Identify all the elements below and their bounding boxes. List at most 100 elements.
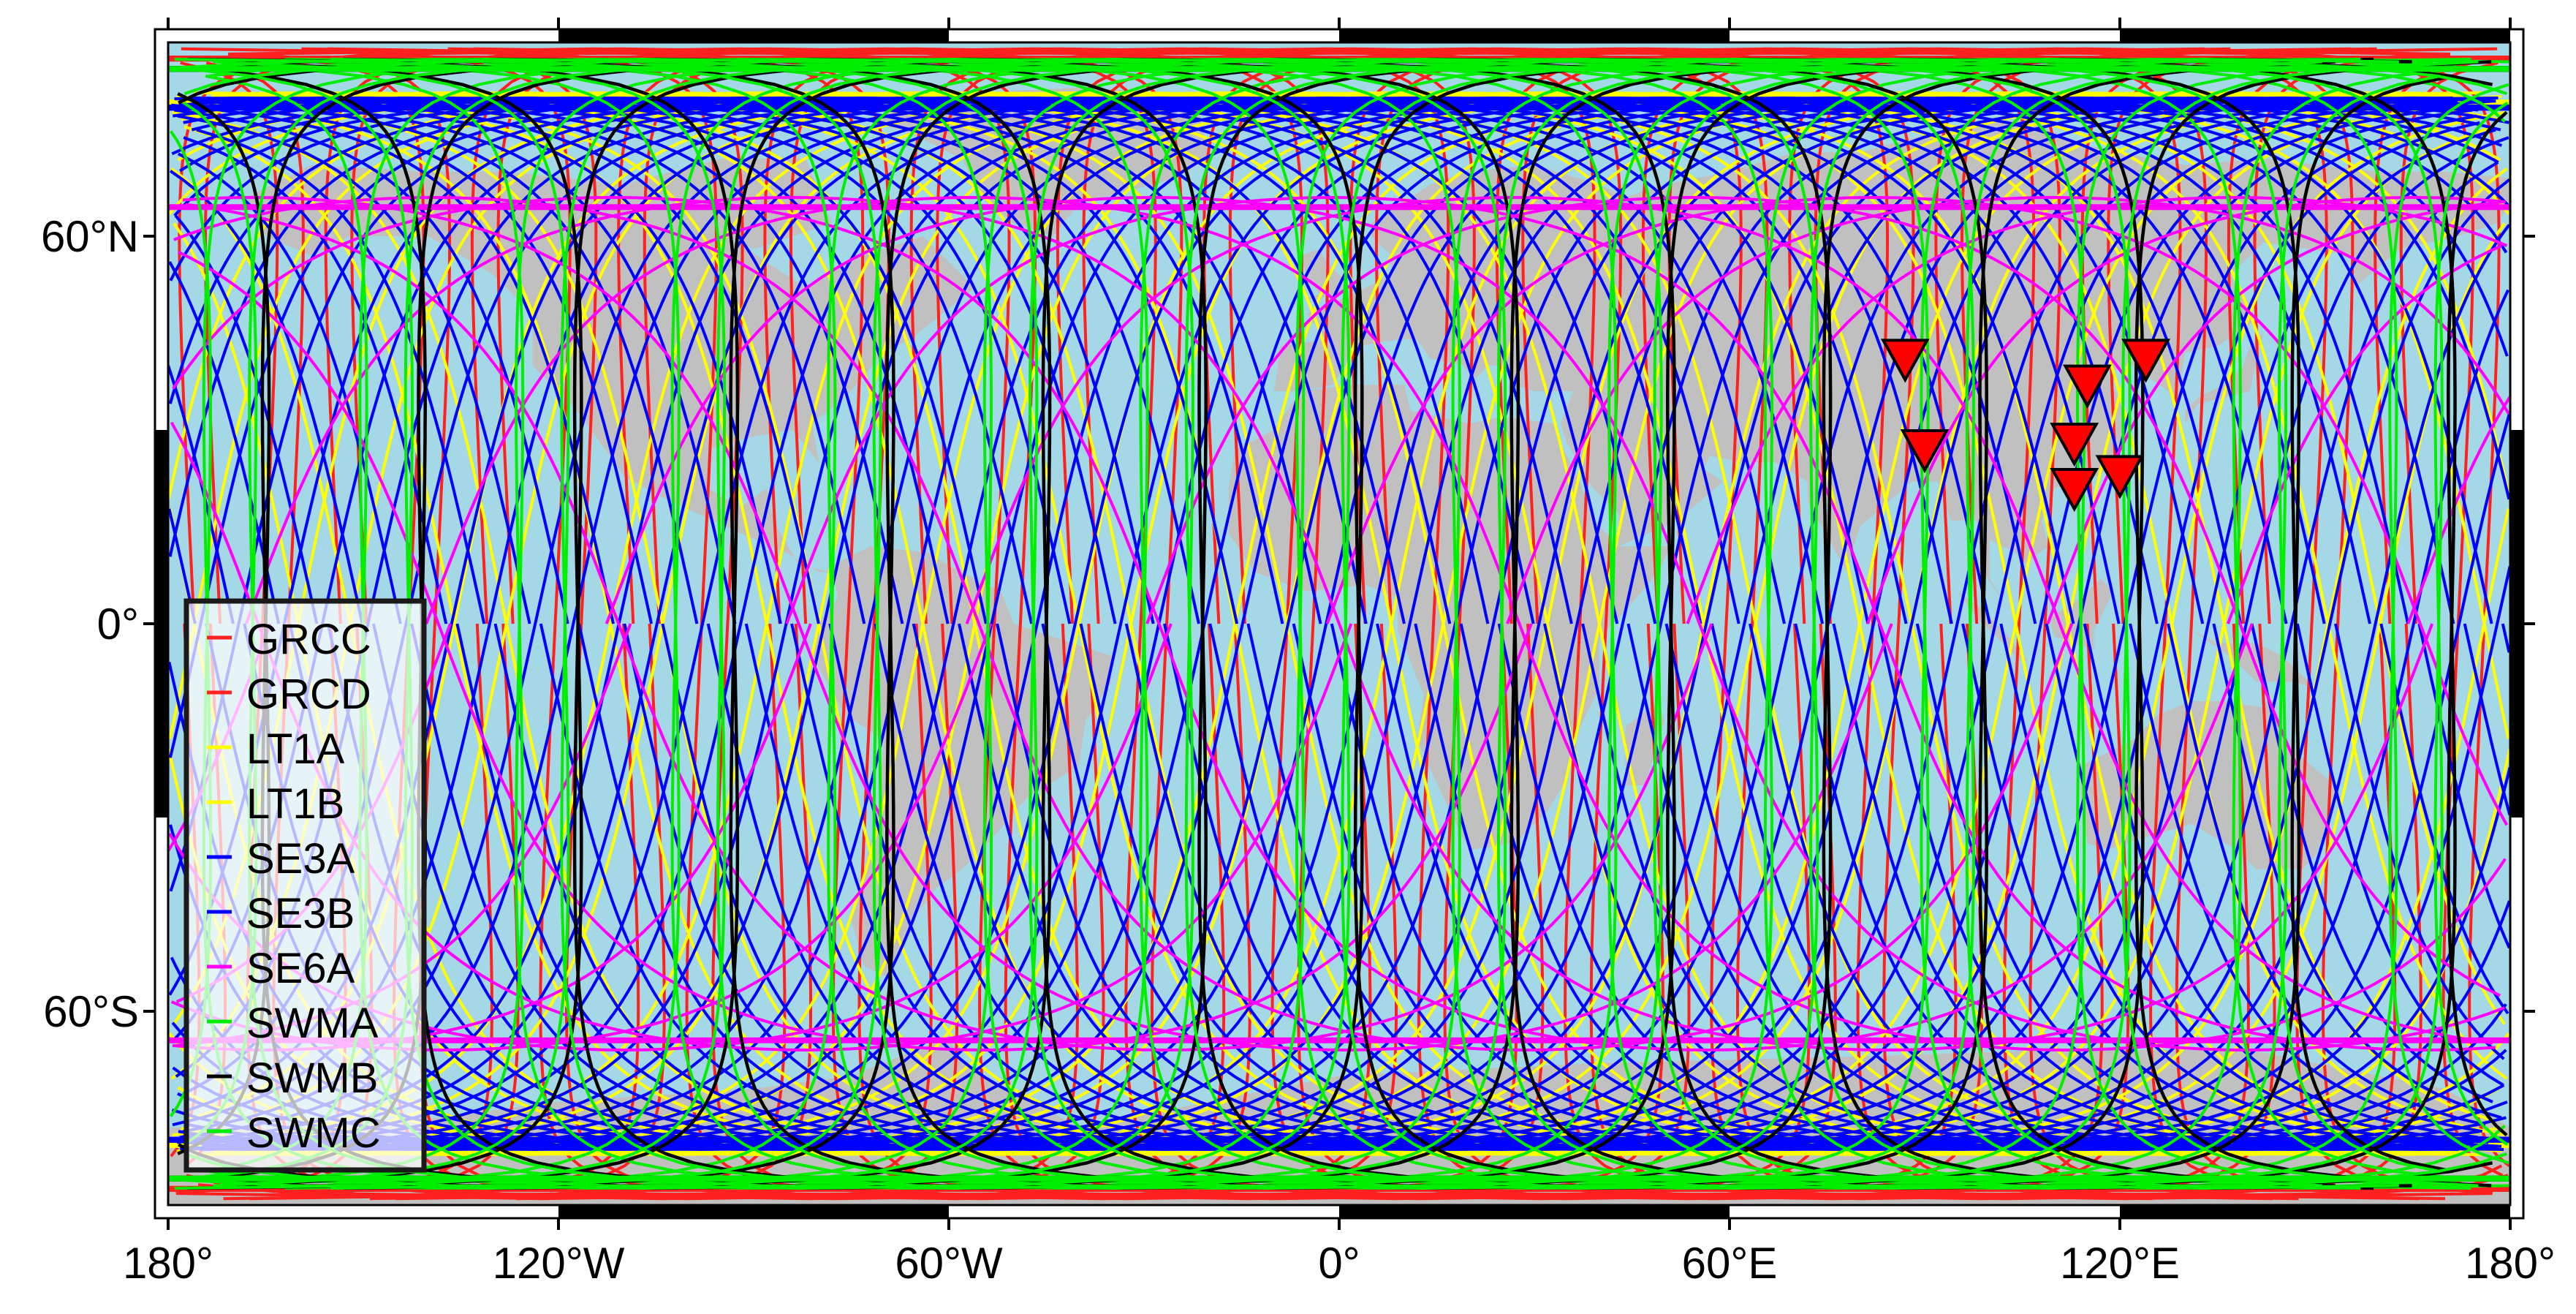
station-marker-4 [2050, 468, 2099, 513]
frame-segment-top [558, 29, 949, 42]
x-tick-label: 180° [123, 1239, 213, 1288]
track-pass [1598, 623, 2473, 1157]
track-pass [194, 97, 820, 624]
track-pass [202, 57, 2398, 1190]
track-pass [176, 96, 1870, 1144]
track-pass [323, 60, 1773, 1190]
x-tick-label: 120°E [2060, 1239, 2180, 1288]
track-pass [181, 57, 2145, 1190]
track-pass [1451, 57, 2506, 624]
track-pass [982, 57, 2433, 1187]
track-pass [183, 136, 448, 624]
legend-item-grcd: GRCD [207, 671, 371, 718]
track-pass [285, 58, 1930, 1190]
track-pass [1496, 57, 2508, 624]
track-pass [291, 67, 1618, 1190]
track-pass [572, 57, 2412, 1190]
legend-item-se6a: SE6A [207, 945, 355, 992]
station-marker-0 [1880, 339, 1930, 383]
track-pass [827, 57, 2471, 1190]
track-pass [183, 57, 2288, 1190]
track-pass [425, 195, 2507, 1052]
track-pass [323, 623, 681, 1187]
track-pass [520, 52, 1811, 1201]
track-pass [181, 47, 1837, 1201]
track-pass [213, 92, 768, 624]
track-pass [213, 60, 1663, 1190]
landmass-1 [864, 87, 1209, 236]
track-pass [173, 222, 300, 624]
track-pass [1325, 195, 2509, 826]
track-pass [452, 91, 2467, 1157]
track-pass [2388, 83, 2509, 624]
legend-item-se3a: SE3A [207, 835, 355, 883]
track-pass [1822, 57, 2374, 624]
track-pass [763, 47, 2420, 1201]
track-pass [470, 47, 2493, 1201]
track-pass [174, 623, 727, 1190]
track-pass [1626, 623, 2485, 1152]
track-pass [577, 97, 2453, 1152]
landmass-8 [1300, 249, 1346, 301]
landmass-0 [246, 159, 975, 573]
legend-item-se3b: SE3B [207, 890, 355, 937]
track-pass [211, 91, 2226, 1157]
track-pass [874, 114, 2477, 1152]
track-pass [706, 99, 2455, 1152]
track-pass [872, 57, 2322, 1187]
track-pass [177, 114, 531, 624]
track-pass [2501, 623, 2510, 653]
track-pass [729, 57, 2374, 1190]
track-pass [2066, 623, 2495, 1149]
track-pass [176, 623, 1105, 1201]
track-pass [2121, 60, 2479, 624]
track-pass [324, 47, 2503, 1201]
track-pass [183, 96, 1117, 624]
track-pass [172, 91, 1757, 1137]
track-pass [213, 623, 570, 1187]
track-pass [2290, 74, 2454, 624]
track-pass [369, 623, 933, 1201]
track-pass [1184, 57, 2441, 1174]
track-pass [1139, 57, 2466, 1181]
track-pass [623, 97, 2499, 1152]
station-marker-2 [2063, 364, 2112, 409]
track-pass [185, 203, 1713, 1052]
legend-item-lt1a: LT1A [207, 725, 345, 773]
track-pass [177, 96, 2455, 1152]
track-pass [173, 195, 2074, 1052]
track-pass [178, 57, 2301, 1190]
track-pass [174, 108, 569, 624]
frame-segment-left [155, 430, 168, 818]
track-pass [168, 623, 1039, 1190]
legend-label: SE3A [246, 835, 355, 883]
frame-segment-bottom [2120, 1205, 2510, 1218]
track-pass [515, 57, 2477, 1190]
track-pass [1509, 57, 2493, 624]
y-tick-label: 60°N [41, 212, 139, 261]
track-pass [1710, 623, 2463, 1152]
track-pass [171, 103, 615, 624]
legend-label: LT1A [246, 725, 345, 773]
frame-segment-bottom [1339, 1205, 1730, 1218]
legend-label: GRCD [246, 671, 371, 718]
frame-segment-top [1339, 29, 1730, 42]
track-pass [244, 195, 2434, 1052]
track-pass [1809, 58, 2361, 624]
track-pass [609, 91, 2485, 1157]
track-pass [181, 96, 2288, 1152]
track-pass [181, 91, 1133, 624]
track-pass [404, 57, 2508, 1190]
x-tick-label: 120°W [493, 1239, 625, 1288]
map-plot-area [168, 42, 2510, 1205]
track-pass [213, 91, 2018, 1155]
legend-label: SE3B [246, 890, 355, 937]
frame-segment-top [2120, 29, 2510, 42]
legend-item-swma: SWMA [207, 1000, 379, 1047]
track-pass [2076, 60, 2433, 624]
track-pass [285, 623, 837, 1190]
track-pass [1349, 47, 2504, 1177]
track-pass [2463, 623, 2510, 816]
station-markers-layer [1880, 339, 2170, 513]
track-pass [208, 57, 2242, 1190]
